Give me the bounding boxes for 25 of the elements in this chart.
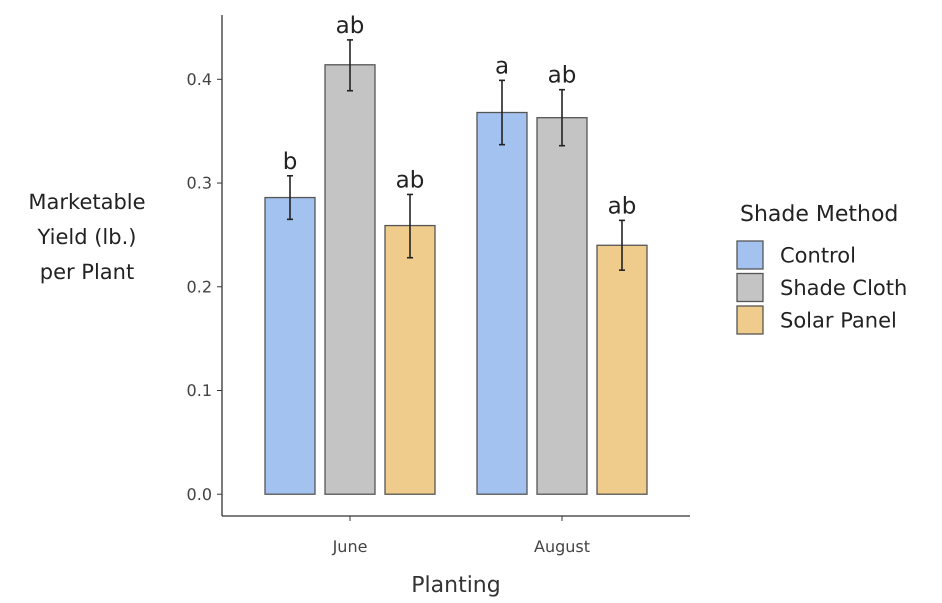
y-tick-label: 0.3 [186, 174, 212, 193]
data-label: ab [396, 167, 424, 194]
bar [264, 196, 316, 495]
bar [324, 64, 376, 495]
bar [536, 117, 588, 495]
bar [596, 244, 648, 495]
legend-label: Shade Cloth [780, 276, 908, 300]
legend-title: Shade Method [740, 202, 898, 227]
x-axis-title: Planting [411, 573, 501, 598]
data-label: ab [608, 193, 636, 220]
x-tick-label: June [332, 537, 368, 556]
x-tick-label: August [534, 537, 590, 556]
data-label: a [494, 53, 510, 80]
data-label: ab [548, 62, 576, 89]
data-label: ab [336, 12, 364, 39]
bar [384, 224, 436, 495]
data-label: b [282, 148, 298, 175]
bar [476, 112, 528, 495]
y-tick-label: 0.0 [186, 484, 212, 504]
y-axis-title: Marketable Yield (lb.) per Plant [28, 190, 146, 284]
y-tick-label: 0.1 [186, 381, 212, 400]
legend-label: Control [780, 243, 856, 268]
y-tick-label: 0.2 [186, 277, 212, 296]
legend-label: Solar Panel [780, 308, 897, 332]
y-tick-label: 0.4 [186, 70, 212, 89]
